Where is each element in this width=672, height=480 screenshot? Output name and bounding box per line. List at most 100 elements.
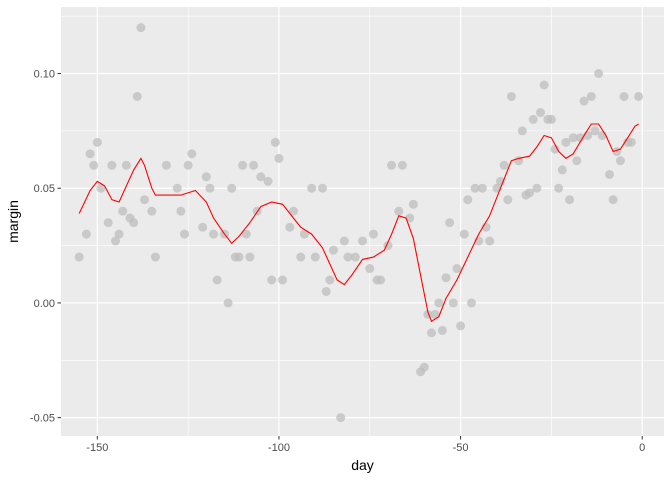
- y-tick-label: 0.10: [34, 69, 55, 81]
- data-point: [172, 183, 182, 193]
- plot-panel: [61, 7, 664, 436]
- data-point: [470, 183, 480, 193]
- data-point: [477, 183, 487, 193]
- data-point: [394, 206, 404, 216]
- data-point: [288, 206, 298, 216]
- smooth-line-path: [78, 123, 639, 323]
- data-point: [503, 195, 513, 205]
- data-point: [590, 126, 600, 136]
- data-point: [615, 156, 625, 166]
- data-point: [546, 114, 556, 124]
- data-point: [234, 252, 244, 262]
- data-point: [572, 156, 582, 166]
- x-axis-title: day: [351, 457, 374, 473]
- data-point: [227, 183, 237, 193]
- data-point: [198, 222, 208, 232]
- data-point: [285, 222, 295, 232]
- data-point: [121, 160, 131, 170]
- data-point: [350, 252, 360, 262]
- data-point: [267, 275, 277, 285]
- data-point: [107, 160, 117, 170]
- data-point: [554, 183, 564, 193]
- data-point: [532, 183, 542, 193]
- data-point: [459, 229, 469, 239]
- data-point: [605, 169, 615, 179]
- data-point: [114, 229, 124, 239]
- data-point: [579, 96, 589, 106]
- data-point: [85, 149, 95, 159]
- data-point: [452, 264, 462, 274]
- data-point: [96, 183, 106, 193]
- data-point: [299, 229, 309, 239]
- data-point: [561, 137, 571, 147]
- major-gridlines: [61, 7, 664, 436]
- data-point: [89, 160, 99, 170]
- data-point: [339, 236, 349, 246]
- data-point: [365, 264, 375, 274]
- data-point: [456, 321, 466, 331]
- data-point: [318, 183, 328, 193]
- data-point: [634, 91, 644, 101]
- data-point: [397, 160, 407, 170]
- y-tick-label: 0.00: [34, 298, 55, 310]
- data-point: [74, 252, 84, 262]
- data-point: [205, 183, 215, 193]
- data-point: [238, 160, 248, 170]
- smooth-trend-line: [78, 123, 639, 323]
- data-point: [110, 236, 120, 246]
- data-point: [506, 91, 516, 101]
- y-tick-label: 0.05: [34, 183, 55, 195]
- data-point: [376, 275, 386, 285]
- data-point: [212, 275, 222, 285]
- data-point: [223, 298, 233, 308]
- data-point: [183, 160, 193, 170]
- data-point: [485, 236, 495, 246]
- data-point: [568, 133, 578, 143]
- data-point: [427, 328, 437, 338]
- data-point: [307, 183, 317, 193]
- data-point: [528, 114, 538, 124]
- data-point: [81, 229, 91, 239]
- data-point: [525, 188, 535, 198]
- data-points: [74, 23, 644, 423]
- data-point: [321, 286, 331, 296]
- data-point: [499, 160, 509, 170]
- data-point: [209, 229, 219, 239]
- data-point: [445, 218, 455, 228]
- data-point: [118, 206, 128, 216]
- data-point: [140, 195, 150, 205]
- x-tick-label: -100: [268, 442, 290, 454]
- y-tick-label: -0.05: [30, 413, 55, 425]
- data-point: [517, 126, 527, 136]
- data-point: [608, 195, 618, 205]
- data-point: [441, 273, 451, 283]
- y-axis: -0.05 0.00 0.05 0.10: [30, 69, 61, 425]
- data-point: [419, 362, 429, 372]
- data-point: [557, 165, 567, 175]
- data-point: [325, 275, 335, 285]
- data-point: [387, 160, 397, 170]
- data-point: [463, 195, 473, 205]
- data-point: [129, 218, 139, 228]
- data-point: [586, 91, 596, 101]
- data-point: [256, 172, 266, 182]
- data-point: [466, 298, 476, 308]
- data-point: [270, 137, 280, 147]
- data-point: [245, 252, 255, 262]
- data-point: [336, 413, 346, 423]
- data-point: [550, 144, 560, 154]
- data-point: [176, 206, 186, 216]
- data-point: [136, 23, 146, 33]
- y-axis-title: margin: [5, 200, 21, 243]
- data-point: [161, 160, 171, 170]
- data-point: [150, 252, 160, 262]
- data-point: [147, 206, 157, 216]
- data-point: [328, 245, 338, 255]
- data-point: [241, 229, 251, 239]
- data-point: [408, 199, 418, 209]
- data-point: [434, 298, 444, 308]
- minor-gridlines: [61, 7, 664, 436]
- data-point: [626, 137, 636, 147]
- data-point: [619, 91, 629, 101]
